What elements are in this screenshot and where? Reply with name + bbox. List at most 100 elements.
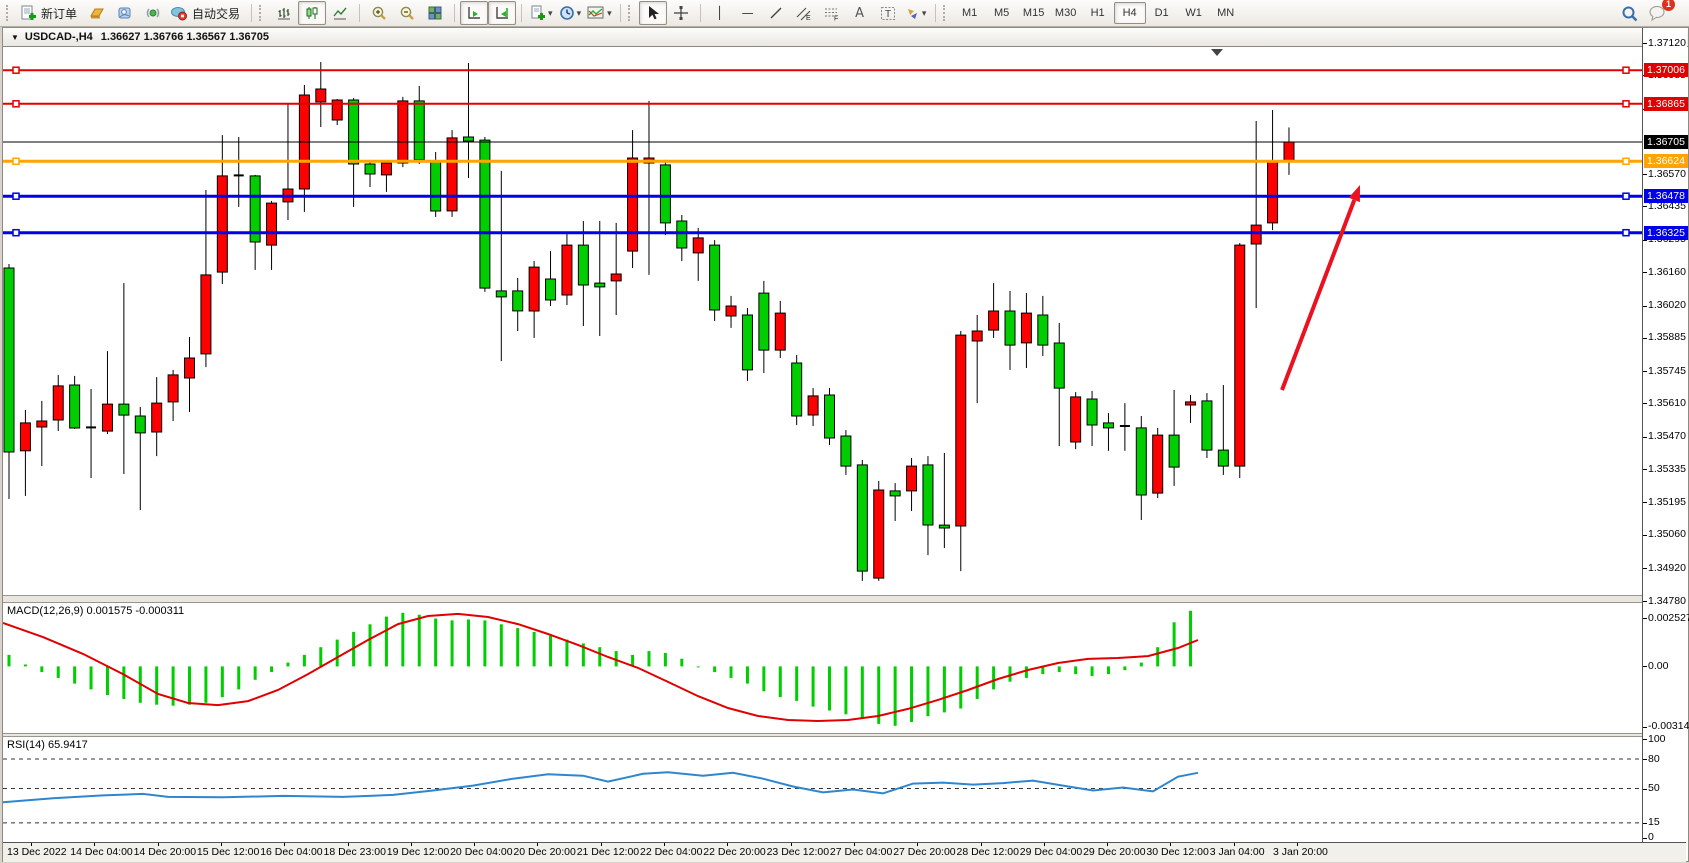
navigator-button[interactable] — [139, 1, 167, 25]
time-axis-tick — [31, 843, 32, 846]
toolbar-separator — [251, 4, 253, 22]
text-button[interactable]: A — [846, 1, 874, 25]
time-axis-tick — [917, 843, 919, 846]
vertical-line-icon: │ — [716, 6, 724, 20]
time-axis-label: 16 Dec 04:00 — [260, 846, 323, 858]
toolbar-grip[interactable] — [259, 5, 265, 21]
market-watch-button[interactable] — [111, 1, 139, 25]
price-axis[interactable]: 1.371201.369851.368451.365701.364351.362… — [1642, 28, 1689, 843]
timeframe-button-m1[interactable]: M1 — [961, 7, 978, 19]
indicators-button[interactable]: ▾ — [584, 1, 615, 25]
chart-shift-button[interactable] — [488, 1, 517, 25]
macd-label: MACD(12,26,9) 0.001575 -0.000311 — [7, 605, 185, 617]
search-button[interactable] — [1615, 1, 1643, 25]
horizontal-line-button[interactable]: — — [734, 1, 762, 25]
text-label-button[interactable]: T — [874, 1, 902, 25]
toolbar-separator — [934, 4, 936, 22]
fibonacci-button[interactable]: F — [818, 1, 846, 25]
toolbar-separator — [699, 4, 701, 22]
price-pane[interactable] — [3, 47, 1642, 595]
notification-badge: 1 — [1662, 0, 1675, 11]
time-axis-label: 21 Dec 12:00 — [576, 846, 640, 858]
time-axis-tick — [1043, 843, 1045, 846]
price-axis-label: 1.35060 — [1648, 528, 1686, 541]
price-level-badge: 1.37006 — [1644, 63, 1688, 78]
time-axis-label: 20 Dec 04:00 — [450, 846, 513, 858]
trendline-button[interactable] — [762, 1, 790, 25]
time-axis-tick — [410, 843, 412, 846]
bar-chart-button[interactable] — [270, 1, 298, 25]
timeframe-button-m30[interactable]: M30 — [1054, 7, 1077, 19]
rsi-pane[interactable]: RSI(14) 65.9417 — [3, 737, 1642, 842]
svg-text:T: T — [885, 9, 891, 20]
vertical-line-button[interactable]: │ — [706, 1, 734, 25]
timeframe-button-m15[interactable]: M15 — [1022, 7, 1045, 19]
trend-arrow-head — [1348, 185, 1360, 203]
chevron-down-icon: ▾ — [607, 7, 612, 18]
axis-tick — [1643, 337, 1647, 339]
price-axis-label: 50 — [1648, 782, 1660, 794]
chevron-down-icon: ▾ — [548, 7, 553, 18]
time-axis-label: 14 Dec 04:00 — [70, 846, 133, 858]
tile-windows-button[interactable] — [421, 1, 449, 25]
price-axis-label: 1.34920 — [1648, 561, 1686, 574]
autotrading-button[interactable]: 自动交易 — [167, 1, 246, 25]
axis-tick — [1643, 666, 1647, 668]
time-axis-tick — [853, 843, 855, 846]
zoom-out-button[interactable] — [393, 1, 421, 25]
price-axis-label: 1.35745 — [1648, 364, 1686, 377]
timeframe-button-d1[interactable]: D1 — [1154, 7, 1169, 19]
auto-scroll-button[interactable] — [460, 1, 489, 25]
new-chart-button[interactable]: ▾ — [527, 1, 556, 25]
zoom-in-button[interactable] — [365, 1, 393, 25]
line-chart-button[interactable] — [326, 1, 354, 25]
macd-histogram — [7, 610, 1193, 726]
macd-pane[interactable]: MACD(12,26,9) 0.001575 -0.000311 — [3, 603, 1642, 733]
timeframe-button-m5[interactable]: M5 — [993, 7, 1010, 19]
chart-profile-button[interactable] — [83, 1, 111, 25]
svg-text:E: E — [806, 15, 811, 21]
axis-tick — [1643, 239, 1647, 241]
toolbar-grip[interactable] — [627, 5, 634, 21]
price-axis-label: 80 — [1648, 752, 1660, 765]
cursor-button[interactable] — [638, 1, 667, 25]
time-axis[interactable]: 13 Dec 2022 14 Dec 04:00 14 Dec 20:00 15 De… — [3, 842, 1686, 862]
new-order-button[interactable]: 新订单 — [17, 1, 83, 25]
timeframe-button-mn[interactable]: MN — [1217, 7, 1235, 19]
candlestick-button[interactable] — [298, 1, 327, 25]
timeframe-button-h4[interactable]: H4 — [1113, 2, 1146, 24]
collapse-icon[interactable]: ▼ — [11, 32, 19, 42]
time-axis-label: 30 Dec 12:00 — [1146, 846, 1209, 858]
channel-button[interactable]: E — [790, 1, 818, 25]
pane-splitter[interactable] — [3, 733, 1686, 737]
period-button[interactable]: ▾ — [556, 1, 585, 25]
price-level-badge: 1.36478 — [1644, 189, 1688, 204]
toolbar-separator — [359, 4, 361, 22]
price-axis-label: 1.35195 — [1648, 495, 1686, 508]
axis-tick — [1643, 759, 1647, 760]
time-axis-label: 29 Dec 20:00 — [1083, 846, 1146, 858]
chart-titlebar[interactable]: ▼ USDCAD-,H4 1.36627 1.36766 1.36567 1.3… — [3, 28, 1688, 47]
timeframe-button-h1[interactable]: H1 — [1090, 7, 1105, 19]
time-axis-label: 22 Dec 04:00 — [640, 846, 703, 858]
crosshair-button[interactable] — [667, 1, 695, 25]
chat-button[interactable]: 1 — [1643, 0, 1675, 25]
time-axis-tick — [157, 843, 159, 846]
toolbar-separator — [454, 4, 456, 22]
time-axis-tick — [347, 843, 349, 846]
toolbar-grip[interactable] — [942, 5, 949, 21]
price-axis-label: 1.35885 — [1648, 331, 1686, 344]
price-axis-label: 15 — [1648, 816, 1660, 829]
time-axis-label: 27 Dec 20:00 — [893, 846, 956, 858]
axis-tick — [1643, 534, 1647, 536]
timeframe-button-w1[interactable]: W1 — [1185, 7, 1202, 19]
rsi-chart — [3, 758, 1642, 824]
toolbar-grip[interactable] — [6, 5, 12, 21]
price-axis-label: 1.35470 — [1648, 430, 1686, 443]
tile-windows-icon — [427, 5, 443, 21]
candles — [3, 62, 1295, 581]
pane-splitter[interactable] — [3, 595, 1686, 603]
arrows-button[interactable]: ▾ — [902, 1, 930, 25]
price-chart — [3, 49, 1642, 581]
